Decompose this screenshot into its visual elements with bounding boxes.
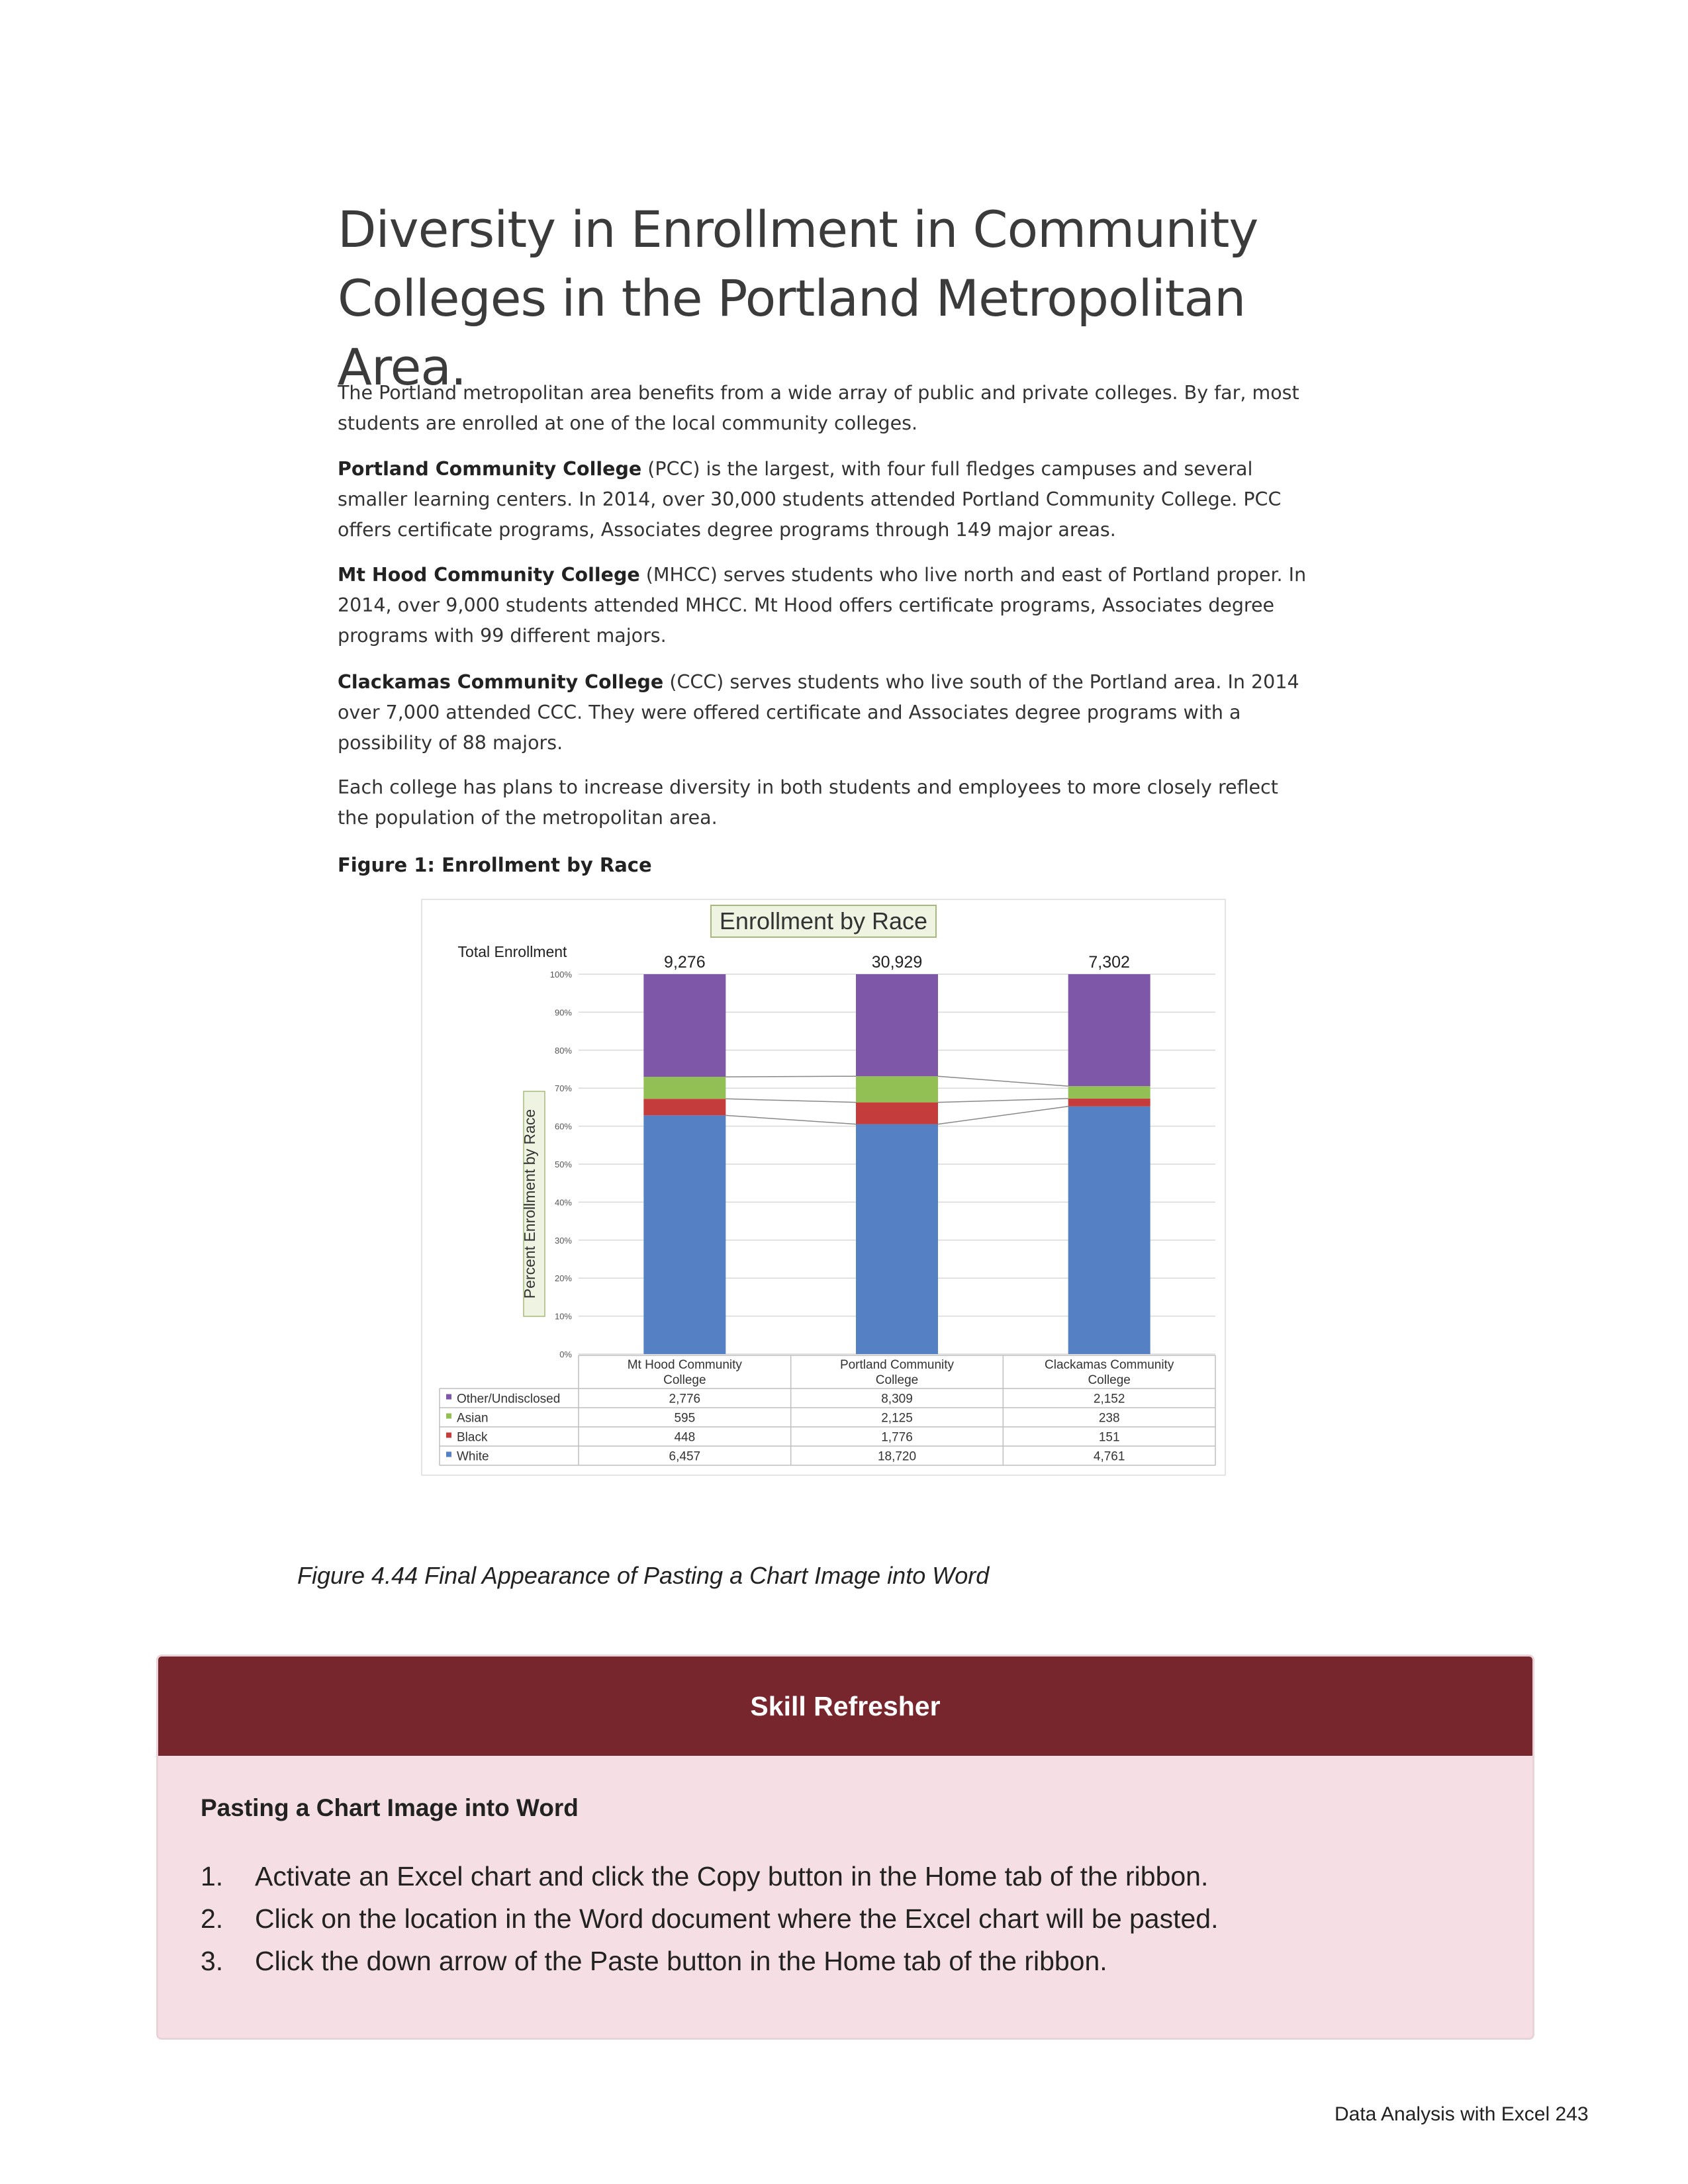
table-cell-value: 238	[1099, 1412, 1120, 1426]
paragraph-intro: The Portland metropolitan area benefits …	[338, 378, 1311, 439]
bar-segment	[856, 1076, 938, 1103]
y-tick-label: 50%	[555, 1160, 572, 1169]
paragraph-text: (PCC) is the largest, with four full fle…	[338, 458, 1282, 541]
paragraph-diversity: Each college has plans to increase diver…	[338, 772, 1311, 833]
figure-label: Figure 1: Enrollment by Race	[338, 854, 652, 876]
paragraph-mhcc: Mt Hood Community College (MHCC) serves …	[338, 560, 1311, 651]
table-cell-value: 6,457	[669, 1450, 701, 1464]
series-line	[937, 1106, 1068, 1125]
y-tick-label: 70%	[555, 1083, 572, 1093]
table-cell-value: 18,720	[878, 1450, 916, 1464]
paragraph-text: The Portland metropolitan area benefits …	[338, 382, 1299, 434]
paragraph-bold: Portland Community College	[338, 458, 642, 480]
bar-segment	[643, 1077, 726, 1099]
step-text: Click on the location in the Word docume…	[255, 1903, 1219, 1934]
figure-caption: Figure 4.44 Final Appearance of Pasting …	[297, 1562, 990, 1589]
table-cell-value: 4,761	[1094, 1450, 1125, 1464]
series-line	[726, 1098, 857, 1103]
series-line	[937, 1098, 1068, 1103]
title-line-1: Diversity in Enrollment in Community	[338, 200, 1258, 259]
category-label-line2: College	[876, 1373, 918, 1387]
legend-key	[446, 1413, 451, 1419]
y-tick-label: 30%	[555, 1236, 572, 1246]
skill-refresher-subtitle: Pasting a Chart Image into Word	[201, 1794, 579, 1821]
chart-title-box	[710, 905, 937, 938]
y-tick-label: 90%	[555, 1007, 572, 1017]
table-row-label: Black	[457, 1431, 488, 1445]
total-value-label: 30,929	[872, 953, 922, 972]
bar-segment	[856, 1124, 938, 1354]
bar-segment	[1068, 1086, 1150, 1099]
chart-title: Enrollment by Race	[720, 907, 927, 934]
table-cell-value: 151	[1099, 1431, 1120, 1445]
category-label-line2: College	[1088, 1373, 1130, 1387]
total-value-label: 7,302	[1088, 953, 1130, 972]
series-line	[726, 1075, 857, 1077]
legend-key	[446, 1451, 451, 1457]
y-tick-label: 10%	[555, 1312, 572, 1322]
table-cell-value: 2,152	[1094, 1392, 1125, 1406]
table-row-label: White	[457, 1450, 489, 1464]
y-tick-label: 20%	[555, 1273, 572, 1283]
bar-segment	[643, 1099, 726, 1116]
chart-svg: Enrollment by Race Total Enrollment 0% 10% 2…	[439, 905, 1216, 1466]
step-number: 2.	[201, 1903, 224, 1934]
y-tick-label: 40%	[555, 1197, 572, 1207]
total-value-label: 9,276	[664, 953, 706, 972]
y-tick-label: 80%	[555, 1046, 572, 1056]
table-cell-value: 2,776	[669, 1392, 701, 1406]
legend-key	[446, 1394, 451, 1400]
category-label-line2: College	[663, 1373, 706, 1387]
title-line-2: Colleges in the Portland Metropolitan Ar…	[338, 269, 1246, 396]
step-text: Activate an Excel chart and click the Co…	[255, 1861, 1209, 1891]
table-cell-value: 595	[674, 1412, 695, 1426]
step-item: 2. Click on the location in the Word docu…	[201, 1897, 1219, 1940]
skill-refresher-box: Skill Refresher Pasting a Chart Image in…	[156, 1655, 1534, 2040]
paragraph-pcc: Portland Community College (PCC) is the …	[338, 454, 1311, 545]
y-tick-label: 60%	[555, 1122, 572, 1132]
legend-key	[446, 1432, 451, 1438]
table-cell-value: 448	[674, 1431, 695, 1445]
paragraph-bold: Mt Hood Community College	[338, 564, 640, 586]
bar-segment	[1068, 1106, 1150, 1354]
step-item: 3. Click the down arrow of the Paste butt…	[201, 1940, 1219, 1982]
paragraph-ccc: Clackamas Community College (CCC) serves…	[338, 667, 1311, 758]
y-axis-label-box	[523, 1091, 545, 1317]
table-cell-value: 8,309	[881, 1392, 913, 1406]
table-cell-value: 1,776	[881, 1431, 913, 1445]
total-enrollment-label: Total Enrollment	[458, 943, 568, 960]
series-line	[937, 1075, 1068, 1087]
paragraph-bold: Clackamas Community College	[338, 671, 664, 693]
bar-segment	[1068, 974, 1150, 1087]
bar-segment	[856, 1102, 938, 1124]
y-tick-label: 0%	[559, 1349, 572, 1359]
category-label-line1: Clackamas Community	[1045, 1358, 1174, 1372]
category-label-line1: Portland Community	[840, 1358, 955, 1372]
series-line	[726, 1115, 857, 1125]
skill-refresher-steps: 1. Activate an Excel chart and click the …	[201, 1855, 1219, 1982]
enrollment-chart: Enrollment by Race Total Enrollment 0% 10% 2…	[421, 899, 1226, 1476]
bar-segment	[856, 974, 938, 1077]
y-tick-label: 100%	[550, 970, 573, 979]
y-axis-label: Percent Enrollment by Race	[521, 1109, 538, 1298]
table-row-label: Asian	[457, 1412, 489, 1426]
table-row-label: Other/Undisclosed	[457, 1392, 560, 1406]
step-number: 1.	[201, 1861, 224, 1891]
table-cell-value: 2,125	[881, 1412, 913, 1426]
paragraph-text: Each college has plans to increase diver…	[338, 776, 1278, 829]
paragraph-text: (CCC) serves students who live south of …	[338, 671, 1299, 754]
document-title: Diversity in Enrollment in Community Col…	[338, 195, 1331, 402]
category-label-line1: Mt Hood Community	[628, 1358, 743, 1372]
bar-segment	[643, 1115, 726, 1354]
bar-segment	[643, 974, 726, 1077]
step-item: 1. Activate an Excel chart and click the …	[201, 1855, 1219, 1897]
paragraph-text: (MHCC) serves students who live north an…	[338, 564, 1307, 647]
step-text: Click the down arrow of the Paste button…	[255, 1946, 1107, 1976]
bar-segment	[1068, 1098, 1150, 1107]
step-number: 3.	[201, 1946, 224, 1976]
skill-refresher-header: Skill Refresher	[158, 1657, 1532, 1756]
page-footer: Data Analysis with Excel 243	[1335, 2103, 1589, 2125]
